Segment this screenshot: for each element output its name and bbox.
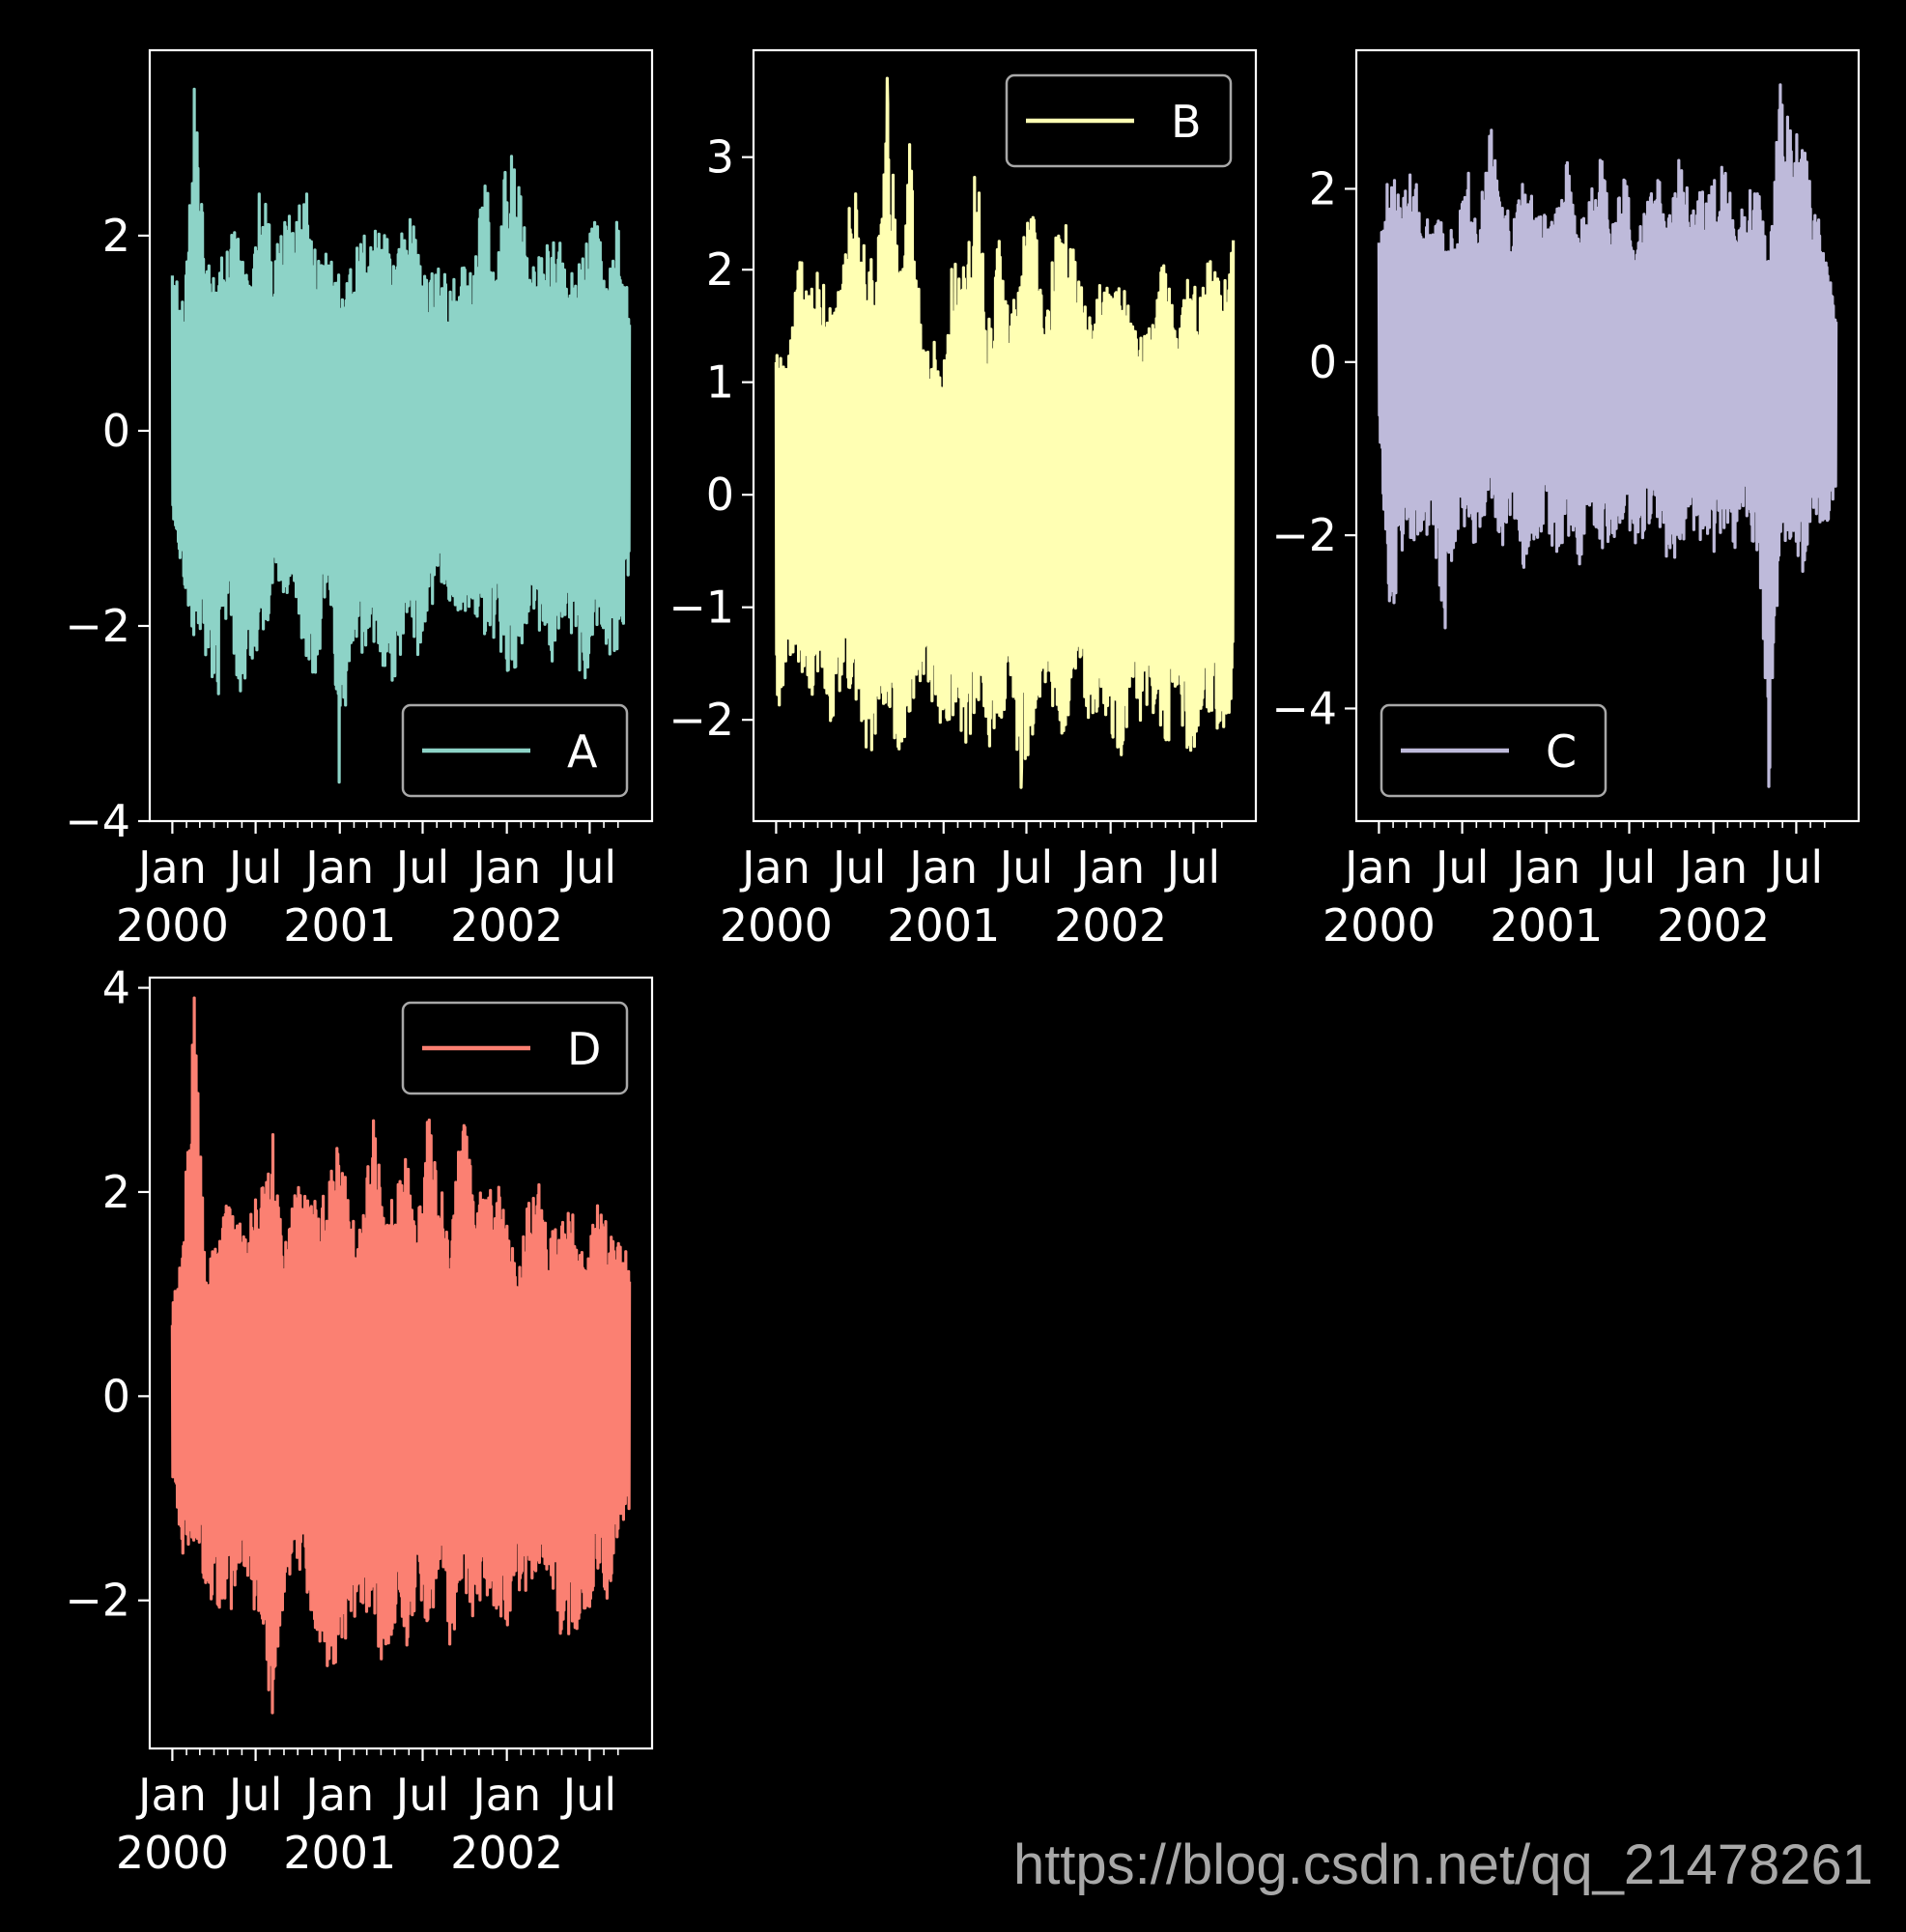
axes-frame <box>1354 48 1861 823</box>
x-tick-label-year: 2000 <box>1323 899 1436 952</box>
legend: C <box>1380 703 1607 798</box>
x-tick-label-month: Jul <box>1767 841 1824 894</box>
axes-frame <box>148 48 654 823</box>
axes-frame <box>148 976 654 1750</box>
axes-frame <box>752 48 1258 823</box>
legend: A <box>401 703 629 798</box>
x-tick-label-month: Jul <box>226 841 283 894</box>
x-tick-label-month: Jul <box>1433 841 1490 894</box>
x-tick-label-month: Jan <box>302 1769 374 1821</box>
x-tick-label-month: Jan <box>1073 841 1145 894</box>
y-tick-label: 0 <box>706 469 734 521</box>
x-tick-label-month: Jan <box>1509 841 1580 894</box>
y-tick-label: −2 <box>65 1575 130 1627</box>
y-tick-label: 2 <box>1309 162 1337 214</box>
x-tick-label-month: Jan <box>906 841 978 894</box>
x-tick-label-year: 2001 <box>1490 899 1603 952</box>
legend-label: D <box>567 1023 601 1075</box>
y-tick-label: 3 <box>706 131 734 184</box>
y-tick-label: 0 <box>102 1370 130 1422</box>
x-tick-label-year: 2000 <box>720 899 833 952</box>
y-tick-label: −2 <box>1271 509 1337 561</box>
x-tick-label-month: Jan <box>469 841 541 894</box>
series-line-A <box>170 87 632 784</box>
x-tick-label-month: Jan <box>469 1769 541 1821</box>
x-tick-label-month: Jul <box>830 841 887 894</box>
series-line-C <box>1377 83 1838 788</box>
watermark-text: https://blog.csdn.net/qq_21478261 <box>1012 1833 1873 1896</box>
y-tick-label: −4 <box>65 795 130 847</box>
legend-label: C <box>1546 725 1577 778</box>
x-tick-label-month: Jul <box>1164 841 1221 894</box>
x-tick-label-year: 2001 <box>887 899 1000 952</box>
x-tick-label-month: Jul <box>1600 841 1657 894</box>
x-tick-label-year: 2001 <box>283 899 396 952</box>
y-tick-label: 1 <box>706 356 734 409</box>
x-tick-label-month: Jan <box>739 841 811 894</box>
x-tick-label-year: 2002 <box>1054 899 1167 952</box>
x-tick-label-year: 2002 <box>450 899 563 952</box>
y-tick-label: 2 <box>102 1166 130 1218</box>
x-tick-label-month: Jul <box>393 841 450 894</box>
series-line-D <box>170 996 632 1715</box>
y-tick-label: 2 <box>706 243 734 296</box>
x-tick-label-year: 2000 <box>116 1827 229 1879</box>
y-tick-label: 4 <box>102 962 130 1014</box>
x-tick-label-year: 2000 <box>116 899 229 952</box>
y-tick-label: −4 <box>1271 682 1337 734</box>
x-tick-label-month: Jan <box>135 841 207 894</box>
y-tick-label: 0 <box>102 405 130 457</box>
x-tick-label-month: Jul <box>226 1769 283 1821</box>
legend: B <box>1005 73 1233 168</box>
x-tick-label-month: Jul <box>560 841 617 894</box>
y-tick-label: 2 <box>102 210 130 262</box>
x-tick-label-month: Jul <box>393 1769 450 1821</box>
series-line-B <box>774 76 1236 789</box>
x-tick-label-month: Jan <box>135 1769 207 1821</box>
legend: D <box>401 1001 629 1095</box>
x-tick-label-year: 2001 <box>283 1827 396 1879</box>
x-tick-label-month: Jan <box>1676 841 1748 894</box>
x-tick-label-month: Jul <box>560 1769 617 1821</box>
x-tick-label-year: 2002 <box>450 1827 563 1879</box>
y-tick-label: −2 <box>669 694 734 746</box>
y-tick-label: 0 <box>1309 336 1337 388</box>
y-tick-label: −2 <box>65 600 130 652</box>
x-tick-label-month: Jan <box>1342 841 1413 894</box>
legend-label: A <box>567 725 598 778</box>
x-tick-label-month: Jan <box>302 841 374 894</box>
x-tick-label-month: Jul <box>997 841 1054 894</box>
x-tick-label-year: 2002 <box>1657 899 1770 952</box>
y-tick-label: −1 <box>669 582 734 634</box>
legend-label: B <box>1171 96 1202 148</box>
